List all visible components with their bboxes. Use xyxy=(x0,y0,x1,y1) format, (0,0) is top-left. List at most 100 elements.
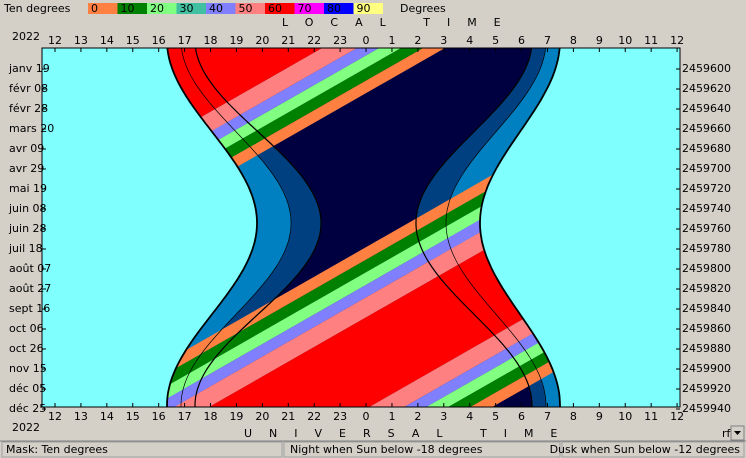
bottom-hour-label: 3 xyxy=(440,410,447,423)
legend-swatch xyxy=(117,3,147,14)
spin-control[interactable] xyxy=(730,425,745,441)
legend-label: 40 xyxy=(209,2,223,15)
boundary-line xyxy=(415,47,533,407)
top-hour-label: 12 xyxy=(670,34,684,47)
julian-day-label: 2459720 xyxy=(682,182,731,195)
legend-swatch xyxy=(265,3,295,14)
bottom-hour-label: 12 xyxy=(670,410,684,423)
top-hour-label: 19 xyxy=(229,34,243,47)
julian-day-label: 2459760 xyxy=(682,222,731,235)
legend-swatch xyxy=(147,3,177,14)
legend-label: 90 xyxy=(357,2,371,15)
top-hour-label: 5 xyxy=(492,34,499,47)
date-label: août 27 xyxy=(9,282,51,295)
legend-swatch xyxy=(324,3,354,14)
spin-arrow xyxy=(734,431,741,435)
top-hour-label: 0 xyxy=(363,34,370,47)
bottom-hour-label: 18 xyxy=(204,410,218,423)
top-hour-label: 1 xyxy=(388,34,395,47)
moon-stripe xyxy=(167,48,423,407)
legend-label: 70 xyxy=(298,2,312,15)
julian-day-label: 2459660 xyxy=(682,122,731,135)
bottom-hour-label: 16 xyxy=(152,410,166,423)
top-hour-label: 23 xyxy=(333,34,347,47)
date-label: févr 08 xyxy=(9,82,48,95)
top-hour-label: 11 xyxy=(644,34,658,47)
top-hour-label: 7 xyxy=(544,34,551,47)
bottom-hour-label: 9 xyxy=(596,410,603,423)
bottom-hour-label: 11 xyxy=(644,410,658,423)
julian-day-label: 2459640 xyxy=(682,102,731,115)
legend-unit: Degrees xyxy=(400,2,446,15)
date-label: janv 19 xyxy=(8,62,50,75)
date-label: avr 29 xyxy=(9,162,44,175)
top-hour-label: 12 xyxy=(48,34,62,47)
status-mask: Mask: Ten degrees xyxy=(6,443,108,456)
status-panel xyxy=(283,441,561,458)
date-label: juin 28 xyxy=(8,222,47,235)
legend-swatch xyxy=(88,3,118,14)
julian-day-label: 2459920 xyxy=(682,382,731,395)
bottom-hour-label: 2 xyxy=(414,410,421,423)
boundary-line xyxy=(479,47,561,407)
bottom-hour-label: 15 xyxy=(126,410,140,423)
julian-day-label: 2459880 xyxy=(682,342,731,355)
moon-stripe xyxy=(209,48,560,407)
date-label: août 07 xyxy=(9,262,51,275)
legend-label: 50 xyxy=(239,2,253,15)
status-panel xyxy=(1,441,283,458)
date-label: mai 19 xyxy=(9,182,47,195)
plot-frame xyxy=(41,47,681,408)
julian-day-label: 2459820 xyxy=(682,282,731,295)
legend-swatch xyxy=(176,3,206,14)
top-hour-label: 2 xyxy=(414,34,421,47)
boundary-line xyxy=(166,47,258,407)
top-hour-label: 8 xyxy=(570,34,577,47)
bottom-hour-label: 10 xyxy=(618,410,632,423)
legend-title: Ten degrees xyxy=(3,2,71,15)
bottom-hour-label: 13 xyxy=(74,410,88,423)
bottom-hour-label: 19 xyxy=(229,410,243,423)
legend-label: 30 xyxy=(180,2,194,15)
axis-labels: 12 13 14 15 16 17 18 19 20 21 22 23 0 1 2 3 4 5 6 7 8 9 10 11 12… xyxy=(8,34,731,423)
top-hour-label: 9 xyxy=(596,34,603,47)
boundary-line xyxy=(180,47,292,407)
top-hour-label: 16 xyxy=(152,34,166,47)
bottom-hour-label: 0 xyxy=(363,410,370,423)
date-label: déc 05 xyxy=(9,382,46,395)
julian-day-label: 2459840 xyxy=(682,302,731,315)
julian-day-label: 2459700 xyxy=(682,162,731,175)
bottom-axis-title: UNIVERSAL TIME xyxy=(244,427,574,440)
julian-day-label: 2459680 xyxy=(682,142,731,155)
julian-day-label: 2459600 xyxy=(682,62,731,75)
bottom-hour-label: 22 xyxy=(307,410,321,423)
julian-day-label: 2459740 xyxy=(682,202,731,215)
date-label: oct 06 xyxy=(9,322,44,335)
top-hour-label: 14 xyxy=(100,34,114,47)
julian-day-label: 2459620 xyxy=(682,82,731,95)
boundary-line xyxy=(194,47,322,407)
moon-stripe xyxy=(167,48,445,407)
date-label: mars 20 xyxy=(9,122,54,135)
julian-day-label: 2459780 xyxy=(682,242,731,255)
bottom-hour-label: 7 xyxy=(544,410,551,423)
date-label: avr 09 xyxy=(9,142,44,155)
moon-stripe xyxy=(167,48,401,407)
top-hour-label: 21 xyxy=(281,34,295,47)
moon-stripe xyxy=(167,48,560,407)
julian-day-label: 2459940 xyxy=(682,402,731,415)
bottom-hour-label: 8 xyxy=(570,410,577,423)
legend-label: 80 xyxy=(327,2,341,15)
bottom-hour-label: 6 xyxy=(518,410,525,423)
top-hour-label: 10 xyxy=(618,34,632,47)
legend-label: 10 xyxy=(121,2,135,15)
corner-label: rf xyxy=(722,427,732,440)
top-hour-label: 4 xyxy=(466,34,473,47)
top-hour-label: 6 xyxy=(518,34,525,47)
boundary-line xyxy=(445,47,547,407)
date-label: déc 25 xyxy=(9,402,46,415)
moon-stripe xyxy=(167,48,560,407)
moon-stripe xyxy=(167,48,560,407)
legend-swatch xyxy=(206,3,236,14)
date-label: févr 28 xyxy=(9,102,48,115)
